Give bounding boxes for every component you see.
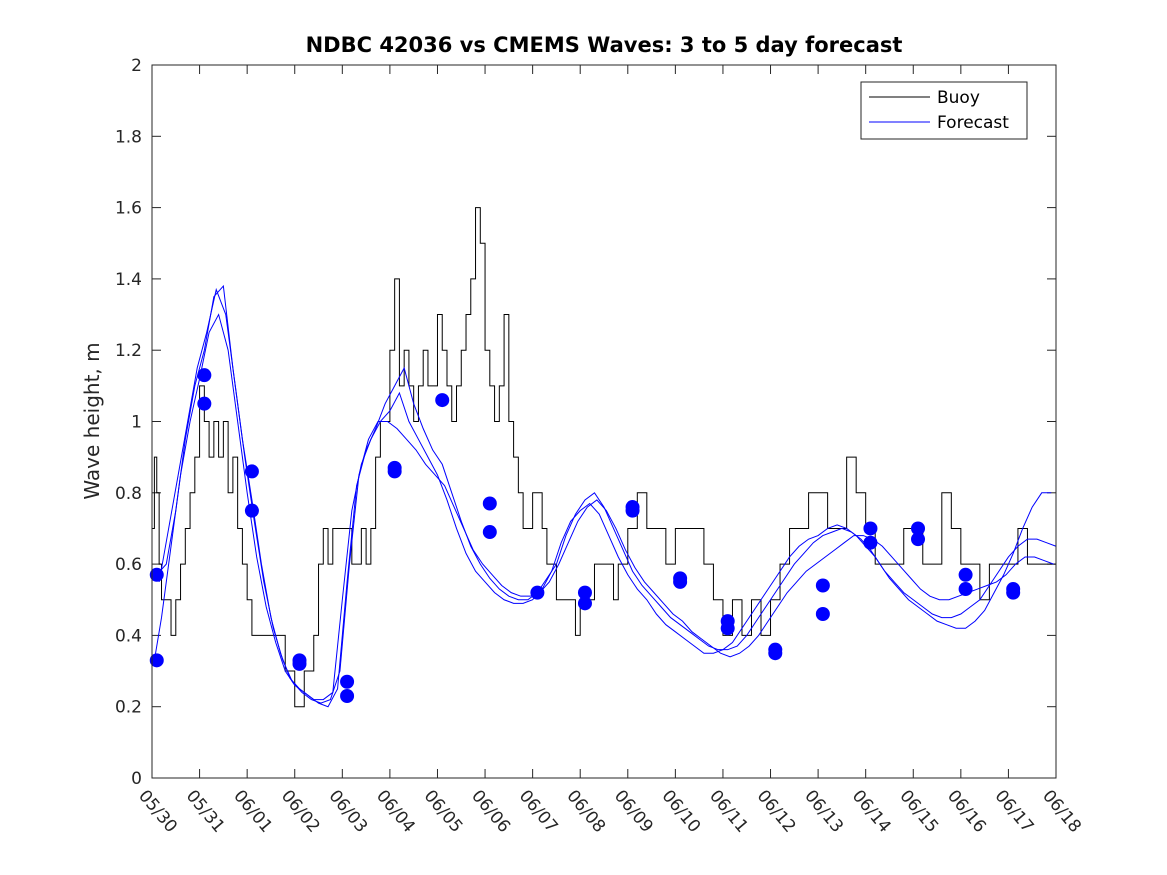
x-tick-label: 06/06 bbox=[467, 786, 514, 836]
x-tick-label: 06/02 bbox=[277, 786, 324, 836]
forecast-marker bbox=[530, 585, 545, 600]
y-tick-label: 1.6 bbox=[115, 199, 142, 219]
forecast-marker bbox=[149, 653, 164, 668]
legend-forecast-label: Forecast bbox=[937, 113, 1009, 133]
x-tick-label: 06/03 bbox=[324, 786, 371, 836]
y-tick-label: 0.8 bbox=[115, 484, 142, 504]
y-tick-label: 0.2 bbox=[115, 698, 142, 718]
forecast-marker bbox=[292, 656, 307, 671]
x-tick-label: 06/09 bbox=[610, 786, 657, 836]
forecast-marker bbox=[340, 689, 355, 704]
forecast-marker bbox=[673, 574, 688, 589]
x-tick-label: 06/07 bbox=[515, 786, 562, 836]
forecast-marker bbox=[244, 503, 259, 518]
x-tick-label: 06/18 bbox=[1038, 786, 1085, 836]
forecast-series-line-2 bbox=[156, 284, 1052, 708]
forecast-marker bbox=[768, 646, 783, 661]
chart-title: NDBC 42036 vs CMEMS Waves: 3 to 5 day fo… bbox=[306, 33, 903, 57]
forecast-marker bbox=[340, 674, 355, 689]
forecast-marker bbox=[815, 578, 830, 593]
forecast-marker bbox=[435, 393, 450, 408]
forecast-series-line-3 bbox=[158, 287, 1054, 704]
y-tick-label: 1.8 bbox=[115, 127, 142, 147]
forecast-marker bbox=[958, 582, 973, 597]
forecast-marker bbox=[244, 464, 259, 479]
x-tick-label: 06/12 bbox=[753, 786, 800, 836]
forecast-marker bbox=[911, 532, 926, 547]
series-layer bbox=[152, 207, 1057, 708]
forecast-marker bbox=[482, 525, 497, 540]
forecast-marker bbox=[482, 496, 497, 511]
forecast-marker bbox=[577, 596, 592, 611]
buoy-series-line bbox=[152, 207, 1056, 708]
forecast-marker bbox=[149, 567, 164, 582]
legend-box bbox=[860, 81, 1028, 140]
x-tick-label: 06/04 bbox=[372, 786, 419, 836]
forecast-marker bbox=[863, 535, 878, 550]
x-tick-label: 06/14 bbox=[848, 786, 895, 836]
x-tick-label: 06/05 bbox=[420, 786, 467, 836]
y-tick-label: 2 bbox=[131, 56, 142, 76]
y-tick-label: 1 bbox=[131, 413, 142, 433]
forecast-marker bbox=[197, 368, 212, 383]
legend: Buoy Forecast bbox=[860, 81, 1028, 140]
y-tick-label: 0.4 bbox=[115, 626, 142, 646]
forecast-marker bbox=[815, 607, 830, 622]
forecast-marker bbox=[720, 621, 735, 636]
x-tick-label: 06/11 bbox=[705, 786, 752, 836]
x-tick-label: 06/01 bbox=[229, 786, 276, 836]
forecast-marker bbox=[625, 503, 640, 518]
y-tick-labels: 0 0.2 0.4 0.6 0.8 1 1.2 1.4 1.6 1.8 2 bbox=[115, 56, 142, 789]
x-tick-labels: 05/30 05/31 06/01 06/02 06/03 06/04 06/05 06/06… bbox=[134, 786, 1085, 836]
marker-layer bbox=[149, 368, 1021, 704]
forecast-marker bbox=[577, 585, 592, 600]
x-tick-label: 06/13 bbox=[800, 786, 847, 836]
x-tick-label: 06/17 bbox=[991, 786, 1038, 836]
forecast-marker bbox=[911, 521, 926, 536]
forecast-marker bbox=[1006, 585, 1021, 600]
x-tick-label: 06/10 bbox=[658, 786, 705, 836]
x-tick-label: 06/08 bbox=[562, 786, 609, 836]
y-tick-label: 0.6 bbox=[115, 555, 142, 575]
forecast-marker bbox=[197, 396, 212, 411]
x-tick-label: 05/30 bbox=[134, 786, 181, 836]
forecast-marker bbox=[958, 567, 973, 582]
y-tick-label: 1.4 bbox=[115, 270, 142, 290]
y-axis-title: Wave height, m bbox=[80, 342, 104, 499]
legend-buoy-label: Buoy bbox=[937, 88, 980, 108]
forecast-marker bbox=[863, 521, 878, 536]
x-tick-label: 06/16 bbox=[943, 786, 990, 836]
x-tick-label: 05/31 bbox=[182, 786, 229, 836]
forecast-marker bbox=[387, 464, 402, 479]
plot-frame bbox=[151, 64, 1057, 779]
axis-ticks bbox=[151, 64, 1057, 779]
y-tick-label: 1.2 bbox=[115, 341, 142, 361]
x-tick-label: 06/15 bbox=[895, 786, 942, 836]
y-tick-label: 0 bbox=[131, 769, 142, 789]
